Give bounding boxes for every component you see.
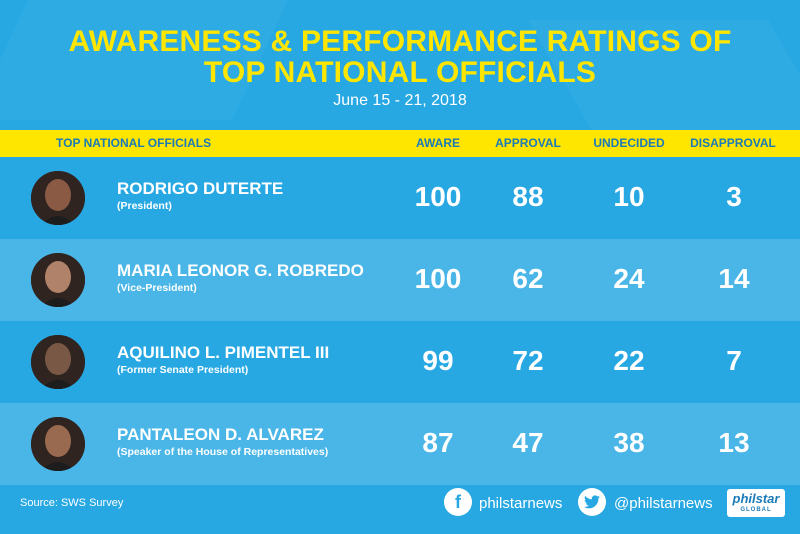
official-role: (Speaker of the House of Representatives… bbox=[117, 446, 329, 458]
disapproval-value: 3 bbox=[726, 181, 742, 212]
official-portrait bbox=[31, 417, 85, 471]
official-portrait bbox=[31, 335, 85, 389]
philstar-logo: philstar GLOBAL bbox=[727, 489, 785, 517]
table-header-bar bbox=[0, 130, 800, 157]
header-disapproval: DISAPPROVAL bbox=[690, 136, 776, 150]
twitter-handle[interactable]: @philstarnews bbox=[614, 495, 713, 512]
table-row: PANTALEON D. ALVAREZ (Speaker of the Hous… bbox=[0, 403, 800, 485]
header-officials: TOP NATIONAL OFFICIALS bbox=[56, 136, 212, 150]
aware-value: 100 bbox=[414, 263, 462, 294]
chart-title: AWARENESS & PERFORMANCE RATINGS OF TOP N… bbox=[0, 26, 800, 88]
undecided-value: 38 bbox=[613, 427, 645, 458]
table-row: AQUILINO L. PIMENTEL III (Former Senate P… bbox=[0, 321, 800, 403]
official-name: PANTALEON D. ALVAREZ bbox=[117, 425, 324, 444]
official-name: RODRIGO DUTERTE bbox=[117, 179, 284, 198]
facebook-icon[interactable]: f bbox=[444, 488, 472, 516]
logo-subtext: GLOBAL bbox=[740, 507, 772, 513]
official-role: (Vice-President) bbox=[117, 282, 197, 294]
table-row: MARIA LEONOR G. ROBREDO (Vice-President) 1… bbox=[0, 239, 800, 321]
header-aware: AWARE bbox=[415, 136, 460, 150]
title-line-1: AWARENESS & PERFORMANCE RATINGS OF bbox=[68, 25, 732, 58]
undecided-value: 24 bbox=[613, 263, 645, 294]
aware-value: 99 bbox=[422, 345, 454, 376]
survey-date: June 15 - 21, 2018 bbox=[333, 92, 467, 109]
official-portrait bbox=[31, 171, 85, 225]
approval-value: 47 bbox=[512, 427, 544, 458]
twitter-icon[interactable] bbox=[578, 488, 606, 516]
logo-wordmark: philstar bbox=[732, 491, 780, 506]
approval-value: 62 bbox=[512, 263, 544, 294]
disapproval-value: 14 bbox=[718, 263, 750, 294]
undecided-value: 10 bbox=[613, 181, 645, 212]
header-approval: APPROVAL bbox=[495, 136, 561, 150]
official-name: MARIA LEONOR G. ROBREDO bbox=[117, 261, 364, 280]
header-undecided: UNDECIDED bbox=[593, 136, 665, 150]
source-note: Source: SWS Survey bbox=[20, 497, 124, 509]
aware-value: 100 bbox=[414, 181, 462, 212]
aware-value: 87 bbox=[422, 427, 454, 458]
official-role: (Former Senate President) bbox=[117, 364, 249, 376]
table-row: RODRIGO DUTERTE (President) 100 88 10 3 bbox=[0, 157, 800, 239]
disapproval-value: 7 bbox=[726, 345, 742, 376]
approval-value: 72 bbox=[512, 345, 544, 376]
official-portrait bbox=[31, 253, 85, 307]
official-name: AQUILINO L. PIMENTEL III bbox=[117, 343, 330, 362]
approval-value: 88 bbox=[512, 181, 544, 212]
facebook-handle[interactable]: philstarnews bbox=[479, 495, 563, 512]
official-role: (President) bbox=[117, 200, 172, 212]
disapproval-value: 13 bbox=[718, 427, 750, 458]
undecided-value: 22 bbox=[613, 345, 645, 376]
title-line-2: TOP NATIONAL OFFICIALS bbox=[203, 56, 597, 89]
